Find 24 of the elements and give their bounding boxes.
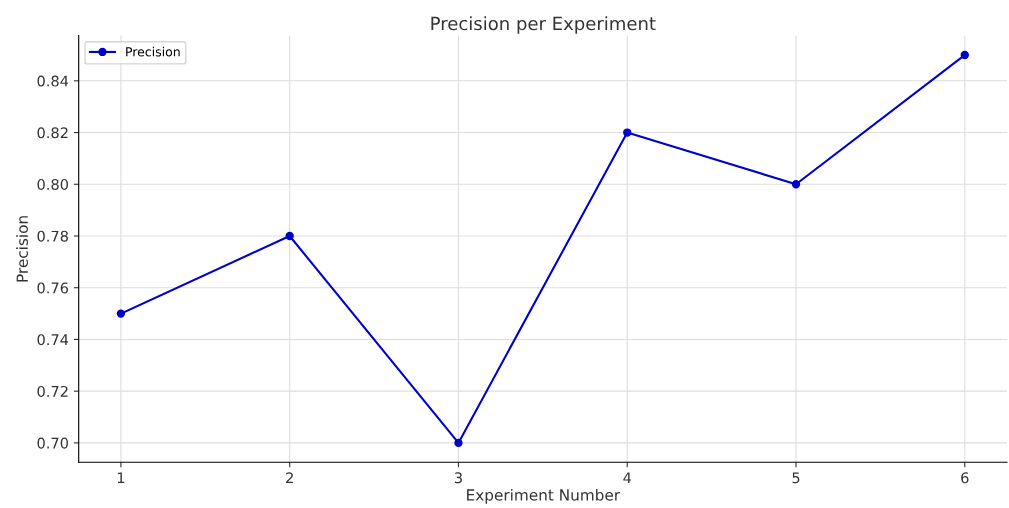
point xyxy=(960,50,969,60)
x-tick-label: 3 xyxy=(454,472,462,484)
y-tick-label: 0.76 xyxy=(37,282,69,294)
point xyxy=(454,438,463,448)
x-tick-label: 5 xyxy=(792,472,800,484)
y-tick-label: 0.82 xyxy=(37,127,68,139)
y-tick-label: 0.72 xyxy=(37,385,68,397)
x-tick-label: 6 xyxy=(961,472,969,484)
legend-label: Precision xyxy=(126,46,180,57)
y-tick-label: 0.84 xyxy=(37,75,69,87)
point xyxy=(116,309,126,318)
y-tick-label: 0.80 xyxy=(37,178,69,191)
x-tick-label: 2 xyxy=(286,472,293,484)
chart-title: Precision per Experiment xyxy=(431,16,656,34)
point xyxy=(791,180,801,189)
x-tick-label: 1 xyxy=(117,472,125,484)
point xyxy=(623,128,632,137)
y-tick-label: 0.70 xyxy=(37,437,69,449)
y-axis-title: Precision xyxy=(16,216,28,282)
x-axis-title: Experiment Number xyxy=(467,488,621,504)
y-tick-label: 0.74 xyxy=(37,334,69,346)
y-tick-label: 0.78 xyxy=(37,230,68,242)
point xyxy=(285,231,294,241)
x-tick-label: 4 xyxy=(623,472,632,484)
